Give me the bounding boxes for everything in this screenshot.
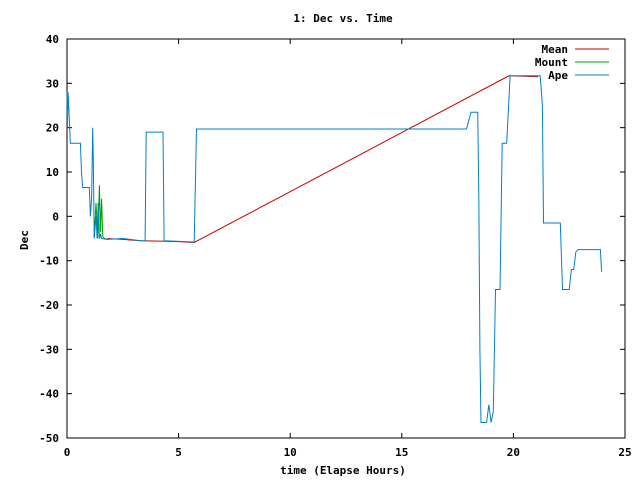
x-tick-label: 0 — [64, 446, 71, 459]
y-axis-label: Dec — [18, 230, 31, 250]
y-tick-label: -30 — [39, 343, 59, 356]
y-tick-label: -10 — [39, 255, 59, 268]
plot-area: -50 -40 -30 -20 -10 0 10 20 30 40 0 5 10 15 20 25 — [39, 33, 632, 459]
plot-frame — [66, 38, 626, 439]
y-tick-label: 20 — [46, 122, 59, 135]
x-tick-label: 15 — [395, 446, 408, 459]
series-line-mean — [107, 75, 539, 244]
legend-label-ape: Ape — [548, 69, 568, 82]
y-axis: -50 -40 -30 -20 -10 0 10 20 30 40 — [39, 33, 625, 445]
legend-label-mount: Mount — [535, 56, 568, 69]
x-axis-label: time (Elapse Hours) — [280, 464, 406, 477]
chart-title: 1: Dec vs. Time — [293, 12, 393, 25]
y-tick-label: 40 — [46, 33, 59, 46]
x-tick-label: 5 — [175, 446, 182, 459]
y-tick-label: -40 — [39, 388, 59, 401]
series-lines — [66, 75, 603, 423]
y-tick-label: 30 — [46, 77, 59, 90]
series-line-ape — [66, 75, 603, 423]
x-axis: 0 5 10 15 20 25 — [64, 39, 632, 459]
legend-label-mean: Mean — [542, 43, 569, 56]
x-tick-label: 10 — [284, 446, 297, 459]
y-tick-label: 10 — [46, 166, 59, 179]
series-line-mount — [93, 185, 108, 240]
x-tick-label: 20 — [507, 446, 520, 459]
x-tick-label: 25 — [618, 446, 631, 459]
y-tick-label: 0 — [52, 210, 59, 223]
y-tick-label: -50 — [39, 432, 59, 445]
y-tick-label: -20 — [39, 299, 59, 312]
